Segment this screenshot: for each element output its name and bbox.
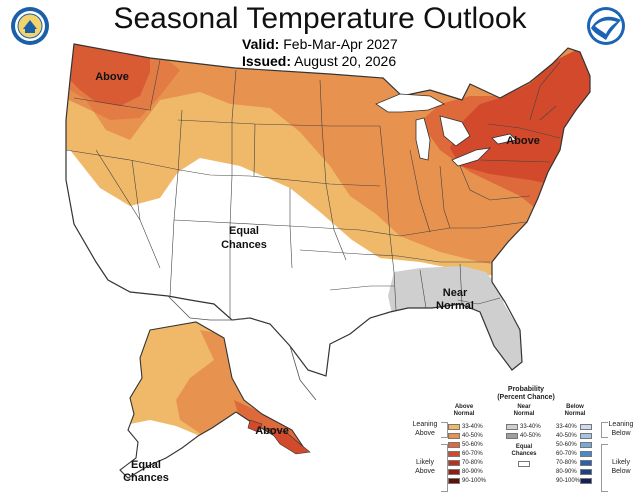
legend-above-swatch-1 — [448, 424, 460, 430]
legend-brace-leaning-below — [601, 422, 608, 438]
legend-above-swatch-5 — [448, 460, 460, 466]
page-title: Seasonal Temperature Outlook — [113, 2, 527, 35]
legend-leaning-below-line2: Below — [611, 430, 631, 437]
legend-below-label-4: 60-70% — [556, 451, 577, 457]
label-equal-alaska-line1: Equal — [131, 459, 161, 471]
above-50-60-region-northwest — [66, 44, 180, 120]
lake-superior — [375, 93, 445, 113]
valid-value: Feb-Mar-Apr 2027 — [283, 36, 398, 52]
legend-above-label-5: 70-80% — [462, 460, 483, 466]
legend-equal-chances-line1: Equal — [515, 444, 533, 450]
legend-leaning-above-line1: Leaning — [412, 421, 438, 428]
legend-equal-chances-line2: Chances — [511, 451, 537, 457]
valid-period: Valid: Feb-Mar-Apr 2027 — [242, 36, 398, 53]
legend-below-header-line1: Below — [566, 404, 584, 410]
legend-leaning-above-line2: Above — [415, 430, 435, 437]
legend-leaning-below-line1: Leaning — [608, 421, 634, 428]
legend-likely-below-line1: Likely — [612, 459, 630, 466]
legend-near-swatch-2 — [506, 433, 518, 439]
great-lakes — [375, 93, 517, 167]
legend-above-header-line1: Above — [454, 404, 474, 410]
legend-brace-leaning-above — [441, 422, 448, 438]
legend-above-swatch-4 — [448, 451, 460, 457]
legend-likely-above-line2: Above — [415, 468, 435, 475]
legend-above-header-line2: Normal — [453, 411, 475, 417]
neighbor-borders — [167, 295, 317, 401]
lake-huron — [439, 115, 471, 147]
legend-likely-below: Likely Below — [604, 458, 638, 476]
issued-value: August 20, 2026 — [294, 53, 397, 69]
label-near-line1: Near — [443, 287, 468, 299]
legend-below-label-2: 40-50% — [556, 433, 577, 439]
legend-below-swatch-2 — [580, 433, 592, 439]
above-60-70-region-northeast — [450, 44, 590, 210]
legend-brace-likely-below — [601, 444, 608, 492]
commerce-seal-icon — [11, 7, 49, 45]
legend-near-header-line2: Normal — [513, 411, 535, 417]
legend-equal-chances: Equal Chances — [504, 444, 544, 458]
lake-michigan — [415, 117, 431, 161]
legend-below-label-5: 70-80% — [556, 460, 577, 466]
legend-above-label-1: 33-40% — [462, 424, 483, 430]
legend-above-swatch-6 — [448, 469, 460, 475]
legend-above-label-4: 60-70% — [462, 451, 483, 457]
legend-below-swatch-4 — [580, 451, 592, 457]
legend-brace-likely-above — [441, 444, 448, 492]
legend-above-swatch-3 — [448, 442, 460, 448]
lake-ontario — [491, 133, 517, 145]
legend-leaning-above: Leaning Above — [408, 420, 442, 438]
legend-below-swatch-1 — [580, 424, 592, 430]
label-above-alaska: Above — [255, 425, 289, 437]
legend-near-swatch-1 — [506, 424, 518, 430]
legend-equal-chances-swatch — [518, 461, 530, 467]
legend-above-label-3: 50-60% — [462, 442, 483, 448]
noaa-logo-icon — [587, 7, 625, 45]
near-normal-region — [388, 266, 524, 372]
issued-label: Issued: — [242, 53, 292, 69]
legend-near-label-2: 40-50% — [520, 433, 541, 439]
legend-below-label-3: 50-60% — [556, 442, 577, 448]
legend-above-label-2: 40-50% — [462, 433, 483, 439]
legend-below-swatch-3 — [580, 442, 592, 448]
label-near-line2: Normal — [436, 300, 474, 312]
state-boundaries — [65, 59, 561, 318]
issued-date: Issued: August 20, 2026 — [242, 53, 396, 70]
legend-likely-above-line1: Likely — [416, 459, 434, 466]
legend-above-label-6: 80-90% — [462, 469, 483, 475]
legend-below-swatch-6 — [580, 469, 592, 475]
legend-above-swatch-7 — [448, 478, 460, 484]
valid-label: Valid: — [242, 36, 280, 52]
legend-below-label-6: 80-90% — [556, 469, 577, 475]
legend-likely-below-line2: Below — [611, 468, 631, 475]
label-equal-west-line1: Equal — [229, 225, 259, 237]
label-above-northwest: Above — [95, 71, 129, 83]
legend-near-header-line1: Near — [517, 404, 531, 410]
legend: Probability (Percent Chance) Above Norma… — [408, 382, 638, 494]
legend-below-label-7: 90-100% — [556, 478, 581, 484]
legend-below-header-line2: Normal — [564, 411, 586, 417]
label-equal-alaska-line2: Chances — [123, 472, 169, 484]
legend-below-label-1: 33-40% — [556, 424, 577, 430]
lake-erie — [451, 147, 492, 167]
legend-leaning-below: Leaning Below — [604, 420, 638, 438]
legend-below-header: Below Normal — [555, 404, 595, 418]
legend-title-line2: (Percent Chance) — [497, 394, 555, 401]
legend-title: Probability (Percent Chance) — [476, 386, 576, 402]
legend-above-header: Above Normal — [444, 404, 484, 418]
label-above-northeast: Above — [506, 135, 540, 147]
legend-near-label-1: 33-40% — [520, 424, 541, 430]
legend-above-label-7: 90-100% — [462, 478, 487, 484]
legend-title-line1: Probability — [507, 386, 545, 393]
legend-below-swatch-5 — [580, 460, 592, 466]
legend-above-swatch-2 — [448, 433, 460, 439]
label-equal-west-line2: Chances — [221, 239, 267, 251]
alaska-panhandle-islands — [247, 419, 311, 455]
legend-below-swatch-7 — [580, 478, 592, 484]
legend-near-header: Near Normal — [504, 404, 544, 418]
legend-likely-above: Likely Above — [408, 458, 442, 476]
